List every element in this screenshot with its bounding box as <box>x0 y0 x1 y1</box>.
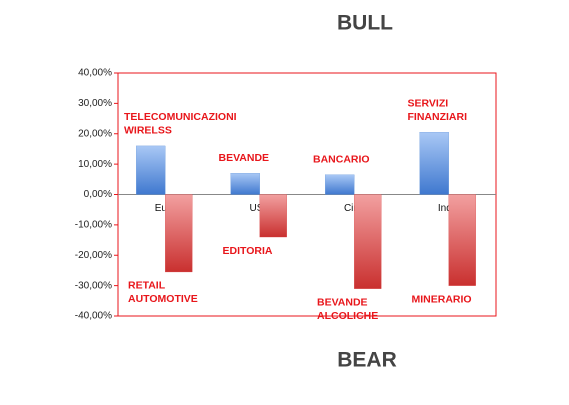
bar-annotation: SERVIZI <box>408 98 449 110</box>
y-tick-label: 10,00% <box>78 159 112 170</box>
y-tick-label: 0,00% <box>84 189 112 200</box>
y-tick-label: 40,00% <box>78 68 112 79</box>
bottom-title: BEAR <box>337 349 397 372</box>
bar-annotation: FINANZIARI <box>408 111 468 123</box>
y-tick-label: -30,00% <box>75 280 112 291</box>
bar <box>165 194 193 273</box>
bar <box>136 145 166 195</box>
bar-annotation: BEVANDE <box>219 152 270 164</box>
bar-annotation: MINERARIO <box>412 293 472 305</box>
bar <box>259 194 287 238</box>
y-tick-label: -20,00% <box>75 250 112 261</box>
bar-annotation: RETAIL <box>128 280 166 292</box>
bar-annotation: EDITORIA <box>223 245 273 257</box>
bar-annotation: TELECOMUNICAZIONI <box>124 111 237 123</box>
y-tick-label: 30,00% <box>78 98 112 109</box>
bar-annotation: BANCARIO <box>313 154 370 166</box>
y-tick-label: 20,00% <box>78 128 112 139</box>
bar <box>419 132 449 195</box>
bar-annotation: AUTOMOTIVE <box>128 293 198 305</box>
y-tick-label: -10,00% <box>75 220 112 231</box>
y-tick-label: -40,00% <box>75 311 112 322</box>
bar <box>230 173 260 195</box>
bar-annotation: ALCOLICHE <box>317 310 378 322</box>
bar <box>354 194 382 289</box>
chart-title: BULL <box>337 12 393 35</box>
bar <box>448 194 476 286</box>
bar-annotation: BEVANDE <box>317 296 368 308</box>
bar <box>325 174 355 195</box>
bar-annotation: WIRELSS <box>124 125 172 137</box>
